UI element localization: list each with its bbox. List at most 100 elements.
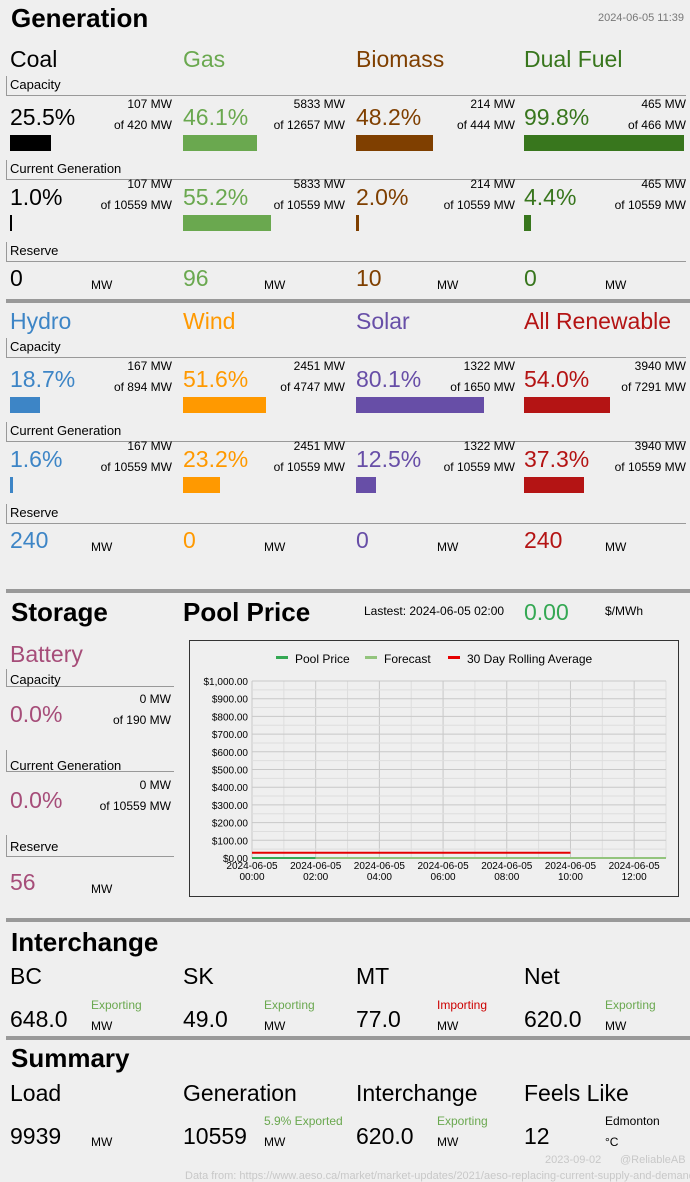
battery-capacity-mw-total: of 190 MW: [112, 713, 171, 727]
gas-reserve-unit: MW: [264, 278, 286, 292]
reserve-label: Reserve: [10, 243, 59, 258]
dual-fuel-current-bar: [524, 215, 531, 231]
solar-capacity-percent: 80.1%: [356, 366, 422, 392]
legend-label: Pool Price: [295, 652, 350, 666]
interchange-mt-status: Importing: [437, 998, 488, 1012]
battery-current-mw: 0 MW of 10559 MW: [100, 775, 171, 817]
battery-capacity-percent: 0.0%: [10, 701, 63, 727]
storage-title: Storage: [11, 597, 108, 627]
summary-generation-value: 10559: [183, 1123, 247, 1149]
pool-price-latest: Lastest: 2024-06-05 02:00: [364, 604, 505, 618]
hydro-capacity-mw-value: 167 MW: [127, 359, 172, 373]
hydro-current-bar: [10, 477, 13, 493]
x-tick-label: 04:00: [367, 872, 392, 883]
battery-capacity-label: Capacity: [10, 672, 61, 687]
section-line: [6, 856, 174, 857]
section-line: [6, 95, 686, 96]
interchange-mt-value: 77.0: [356, 1006, 401, 1032]
summary-interchange-label: Interchange: [356, 1080, 478, 1106]
solar-capacity-mw: 1322 MW of 1650 MW: [450, 356, 515, 398]
summary-generation-unit: MW: [264, 1135, 286, 1149]
battery-current-label: Current Generation: [10, 758, 122, 773]
dual-fuel-name: Dual Fuel: [524, 46, 623, 72]
gas-current-bar: [183, 215, 271, 231]
all-renewable-capacity-mw-value: 3940 MW: [634, 359, 686, 373]
all-renewable-reserve-unit: MW: [605, 540, 627, 554]
pool-price-unit: $/MWh: [605, 604, 644, 618]
solar-reserve-unit: MW: [437, 540, 459, 554]
interchange-sk-unit: MW: [264, 1019, 286, 1033]
coal-capacity-bar: [10, 135, 51, 151]
gas-name: Gas: [183, 46, 226, 72]
wind-name: Wind: [183, 308, 236, 334]
all-renewable-current-mw: 3940 MW of 10559 MW: [615, 436, 686, 478]
biomass-capacity-bar: [356, 135, 433, 151]
gas-capacity-mw-value: 5833 MW: [293, 97, 345, 111]
summary-interchange-unit: MW: [437, 1135, 459, 1149]
summary-feels-like-unit: °C: [605, 1135, 619, 1149]
y-tick-label: $900.00: [212, 695, 249, 706]
divider: [6, 1036, 690, 1040]
x-tick-label: 10:00: [558, 872, 583, 883]
battery-current-percent: 0.0%: [10, 787, 63, 813]
y-tick-label: $700.00: [212, 730, 249, 741]
biomass-capacity-mw-value: 214 MW: [470, 97, 515, 111]
biomass-capacity-mw: 214 MW of 444 MW: [457, 94, 515, 136]
pool-price-value: 0.00: [524, 599, 569, 625]
all-renewable-current-percent: 37.3%: [524, 446, 590, 472]
coal-capacity-mw-total: of 420 MW: [113, 118, 172, 132]
summary-feels-like-location: Edmonton: [605, 1114, 660, 1128]
section-line: [6, 686, 174, 687]
wind-current-mw-total: of 10559 MW: [273, 460, 345, 474]
biomass-current-bar: [356, 215, 359, 231]
biomass-reserve-value: 10: [356, 265, 382, 291]
solar-capacity-mw-total: of 1650 MW: [450, 380, 515, 394]
legend-label: 30 Day Rolling Average: [467, 652, 593, 666]
interchange-net-name: Net: [524, 963, 560, 989]
section-bracket: [6, 242, 7, 262]
footer-handle[interactable]: @ReliableAB: [620, 1154, 686, 1166]
wind-current-mw-value: 2451 MW: [293, 439, 345, 453]
all-renewable-current-bar: [524, 477, 584, 493]
divider: [6, 918, 690, 922]
dual-fuel-current-percent: 4.4%: [524, 184, 577, 210]
dual-fuel-capacity-mw: 465 MW of 466 MW: [628, 94, 686, 136]
footer-source[interactable]: Data from: https://www.aeso.ca/market/ma…: [185, 1170, 690, 1182]
section-bracket: [6, 835, 7, 857]
coal-name: Coal: [10, 46, 58, 72]
section-line: [6, 261, 686, 262]
section-bracket: [6, 669, 7, 687]
coal-capacity-percent: 25.5%: [10, 104, 76, 130]
biomass-name: Biomass: [356, 46, 445, 72]
y-tick-label: $100.00: [212, 836, 249, 847]
summary-generation-label: Generation: [183, 1080, 297, 1106]
summary-load-value: 9939: [10, 1123, 62, 1149]
wind-reserve-value: 0: [183, 527, 196, 553]
x-tick-label: 12:00: [622, 872, 647, 883]
capacity-label: Capacity: [10, 339, 61, 354]
solar-reserve-value: 0: [356, 527, 369, 553]
y-tick-label: $600.00: [212, 748, 249, 759]
interchange-net-unit: MW: [605, 1019, 627, 1033]
gas-capacity-mw: 5833 MW of 12657 MW: [274, 94, 345, 136]
hydro-reserve-value: 240: [10, 527, 49, 553]
dual-fuel-current-mw: 465 MW of 10559 MW: [615, 174, 686, 216]
all-renewable-current-mw-value: 3940 MW: [634, 439, 686, 453]
hydro-capacity-bar: [10, 397, 40, 413]
footer-date: 2023-09-02: [545, 1154, 602, 1166]
section-bracket: [6, 338, 7, 358]
hydro-reserve-unit: MW: [91, 540, 113, 554]
x-tick-label: 2024-06-05: [481, 861, 533, 872]
all-renewable-current-mw-total: of 10559 MW: [614, 460, 686, 474]
interchange-bc-status: Exporting: [91, 998, 142, 1012]
reserve-label: Reserve: [10, 505, 59, 520]
biomass-current-mw-total: of 10559 MW: [443, 198, 515, 212]
x-tick-label: 06:00: [431, 872, 456, 883]
current-label: Current Generation: [10, 423, 122, 438]
section-line: [6, 523, 686, 524]
hydro-capacity-mw: 167 MW of 894 MW: [114, 356, 172, 398]
battery-reserve-unit: MW: [91, 882, 113, 896]
section-bracket: [6, 160, 7, 180]
hydro-capacity-percent: 18.7%: [10, 366, 76, 392]
battery-current-mw-total: of 10559 MW: [99, 799, 171, 813]
